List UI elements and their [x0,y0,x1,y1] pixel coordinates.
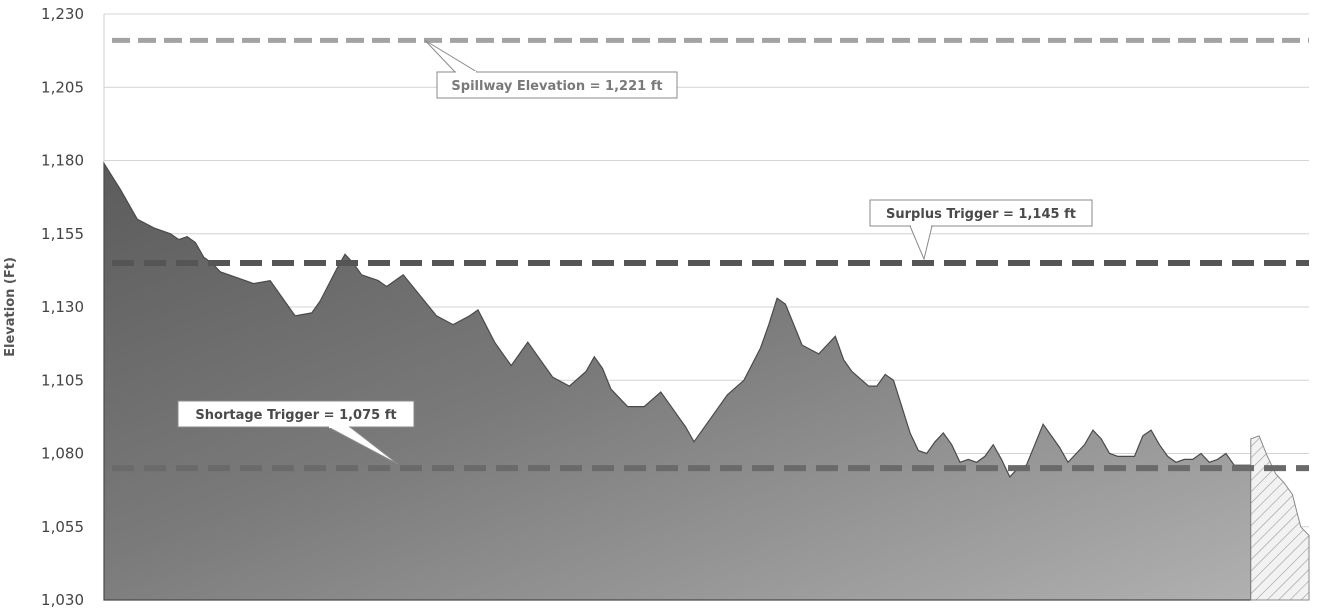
y-tick-label: 1,205 [41,78,84,96]
y-tick-label: 1,030 [41,591,84,609]
callout-box [869,199,1093,227]
callout-box [436,71,678,99]
callout-pointer [424,39,479,73]
reference-line-label: Surplus Trigger = 1,145 ft [886,207,1076,222]
reference-line-label: Spillway Elevation = 1,221 ft [451,79,662,94]
y-tick-label: 1,130 [41,298,84,316]
y-tick-label: 1,080 [41,445,84,463]
historical-area [103,161,1252,601]
elevation-area [103,161,1310,601]
y-tick-label: 1,230 [41,5,84,23]
y-axis-title: Elevation (Ft) [3,257,18,357]
callout-box [177,400,415,428]
y-tick-label: 1,105 [41,371,84,389]
reference-lines: Spillway Elevation = 1,221 ft Surplus Tri… [112,37,1309,472]
y-axis-ticks: 1,030 1,055 1,080 1,105 1,130 1,155 1,180 1,205… [41,5,84,609]
y-tick-label: 1,180 [41,152,84,170]
y-tick-label: 1,155 [41,225,84,243]
y-tick-label: 1,055 [41,518,84,536]
reference-line-label: Shortage Trigger = 1,075 ft [195,408,396,423]
callout-pointer [909,225,933,261]
projection-area [1250,435,1310,601]
